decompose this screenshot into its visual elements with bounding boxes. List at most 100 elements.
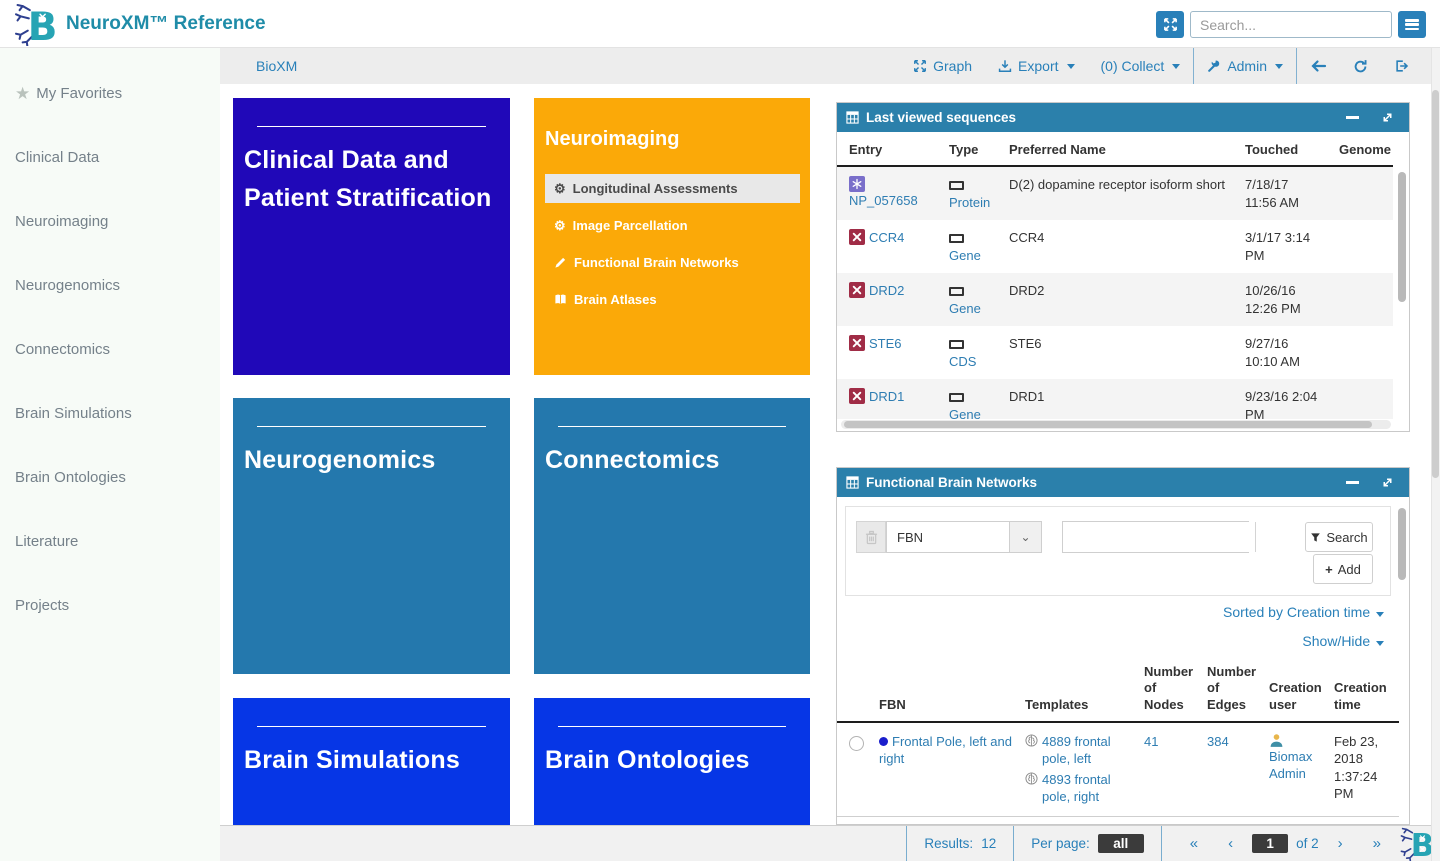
per-page-select[interactable]: all <box>1097 834 1144 853</box>
fbn-table-area: FBN Templates Number of Nodes Number of … <box>837 658 1399 817</box>
sidebar-item-neuroimaging[interactable]: Neuroimaging <box>15 212 109 230</box>
sidebar-item-my-favorites[interactable]: ★ My Favorites <box>15 83 123 103</box>
next-page-button[interactable]: › <box>1337 835 1343 852</box>
fbn-query-input[interactable] <box>1063 522 1255 552</box>
entry-link[interactable]: DRD1 <box>869 389 905 405</box>
col-header-edges[interactable]: Number of Edges <box>1195 658 1257 723</box>
footer-logo: B <box>1398 826 1440 861</box>
sidebar-item-projects[interactable]: Projects <box>15 596 70 614</box>
page-number-input[interactable]: 1 <box>1252 834 1289 853</box>
tile-neuroimaging[interactable]: Neuroimaging ⚙ Longitudinal Assessments … <box>534 98 810 375</box>
sidebar-item-clinical-data[interactable]: Clinical Data <box>15 148 100 166</box>
collect-button[interactable]: (0) Collect <box>1088 48 1194 84</box>
admin-button[interactable]: Admin <box>1194 48 1296 84</box>
entry-link[interactable]: STE6 <box>869 336 902 352</box>
fbn-search-button[interactable]: Search <box>1305 522 1373 552</box>
gene-entry-icon <box>849 229 865 246</box>
template-link[interactable]: 4893 frontal pole, right <box>1042 771 1111 805</box>
col-header-fbn[interactable]: FBN <box>867 658 1013 723</box>
horizontal-scrollbar[interactable] <box>841 420 1391 429</box>
footer-divider <box>906 826 908 861</box>
horizontal-scrollbar-thumb[interactable] <box>844 421 1372 428</box>
template-link[interactable]: 4889 frontal pole, left <box>1042 733 1111 767</box>
menu-item-functional-brain-networks[interactable]: Functional Brain Networks <box>545 248 800 277</box>
logout-button[interactable] <box>1381 48 1422 84</box>
col-header-templates[interactable]: Templates <box>1013 658 1132 723</box>
show-hide-dropdown[interactable]: Show/Hide <box>1223 633 1384 649</box>
fbn-list-controls: Sorted by Creation time Show/Hide <box>1223 604 1384 662</box>
fbn-link[interactable]: Frontal Pole, left and right <box>879 733 1012 767</box>
gear-icon: ⚙ <box>554 218 566 233</box>
chevron-down-icon <box>1376 612 1384 617</box>
entity-type-select[interactable]: FBN ⌄ <box>886 521 1042 553</box>
col-header-touched[interactable]: Touched <box>1237 132 1331 167</box>
app-title: NeuroXM™ Reference <box>66 13 266 34</box>
col-header-type[interactable]: Type <box>941 132 1001 167</box>
fbn-add-button[interactable]: + Add <box>1313 554 1373 584</box>
expand-diagonal-icon[interactable] <box>1381 111 1394 124</box>
expand-view-button[interactable] <box>1156 11 1184 38</box>
back-button[interactable] <box>1297 48 1340 84</box>
entry-link[interactable]: CCR4 <box>869 230 905 246</box>
sidebar-item-neurogenomics[interactable]: Neurogenomics <box>15 276 121 294</box>
entry-link[interactable]: DRD2 <box>869 283 905 299</box>
minimize-icon[interactable] <box>1346 481 1359 484</box>
tile-rule <box>558 426 786 427</box>
clear-filter-button[interactable] <box>856 521 886 553</box>
brand-logo-icon: B <box>1400 827 1434 861</box>
last-page-button[interactable]: » <box>1372 835 1381 852</box>
tile-rule <box>558 726 786 727</box>
creation-user-link[interactable]: Biomax Admin <box>1269 748 1313 782</box>
col-header-creation-user[interactable]: Creation user <box>1257 658 1322 723</box>
book-icon <box>555 294 566 304</box>
export-button[interactable]: Export <box>985 48 1087 84</box>
table-row: DRD2 Gene DRD2 10/26/16 12:26 PM <box>837 273 1393 327</box>
col-header-genome[interactable]: Genome <box>1331 132 1393 167</box>
graph-button[interactable]: Graph <box>900 48 985 84</box>
type-link[interactable]: Gene <box>949 300 981 316</box>
search-input[interactable] <box>1191 16 1387 33</box>
type-link[interactable]: Gene <box>949 406 981 419</box>
entry-link[interactable]: NP_057658 <box>849 193 918 208</box>
sidebar-item-brain-ontologies[interactable]: Brain Ontologies <box>15 468 126 486</box>
sort-dropdown[interactable]: Sorted by Creation time <box>1223 604 1384 620</box>
minimize-icon[interactable] <box>1346 116 1359 119</box>
page-scrollbar[interactable] <box>1431 48 1440 861</box>
tile-title: Neurogenomics <box>244 446 436 474</box>
vertical-scrollbar-thumb[interactable] <box>1398 508 1406 580</box>
menu-item-longitudinal-assessments[interactable]: ⚙ Longitudinal Assessments <box>545 174 800 203</box>
first-page-button[interactable]: « <box>1189 835 1199 852</box>
row-radio-button[interactable] <box>849 735 864 751</box>
col-header-nodes[interactable]: Number of Nodes <box>1132 658 1195 723</box>
type-link[interactable]: CDS <box>949 353 977 369</box>
functional-brain-networks-panel: Functional Brain Networks <box>836 467 1410 825</box>
filter-funnel-icon <box>1311 532 1321 542</box>
main-menu-button[interactable] <box>1398 11 1426 38</box>
genome-cell <box>1331 273 1393 326</box>
nodes-count-link[interactable]: 41 <box>1144 733 1159 749</box>
col-header-creation-time[interactable]: Creation time <box>1322 658 1399 723</box>
toolbar-divider <box>1296 48 1297 84</box>
vertical-scrollbar-thumb[interactable] <box>1398 172 1406 302</box>
page-scrollbar-thumb[interactable] <box>1432 90 1439 478</box>
col-header-entry[interactable]: Entry <box>837 132 941 167</box>
neuroimaging-menu: ⚙ Longitudinal Assessments ⚙ Image Parce… <box>545 174 800 314</box>
menu-item-image-parcellation[interactable]: ⚙ Image Parcellation <box>554 218 688 233</box>
sidebar-item-connectomics[interactable]: Connectomics <box>15 340 111 358</box>
menu-item-brain-atlases[interactable]: Brain Atlases <box>545 285 800 314</box>
touched-cell: 10/26/16 12:26 PM <box>1245 283 1301 316</box>
refresh-button[interactable] <box>1340 48 1381 84</box>
prev-page-button[interactable]: ‹ <box>1228 835 1234 852</box>
edges-count-link[interactable]: 384 <box>1207 733 1229 749</box>
tile-connectomics[interactable]: Connectomics <box>534 398 810 674</box>
sidebar-item-literature[interactable]: Literature <box>15 532 79 550</box>
expand-diagonal-icon[interactable] <box>1381 476 1394 489</box>
breadcrumb[interactable]: BioXM <box>256 58 298 74</box>
tile-neurogenomics[interactable]: Neurogenomics <box>233 398 510 674</box>
query-addon-button[interactable] <box>1255 522 1256 552</box>
tile-clinical-data[interactable]: Clinical Data and Patient Stratification <box>233 98 510 375</box>
col-header-name[interactable]: Preferred Name <box>1001 132 1237 167</box>
sidebar-item-brain-simulations[interactable]: Brain Simulations <box>15 404 132 422</box>
type-link[interactable]: Gene <box>949 247 981 263</box>
type-link[interactable]: Protein <box>949 194 991 210</box>
